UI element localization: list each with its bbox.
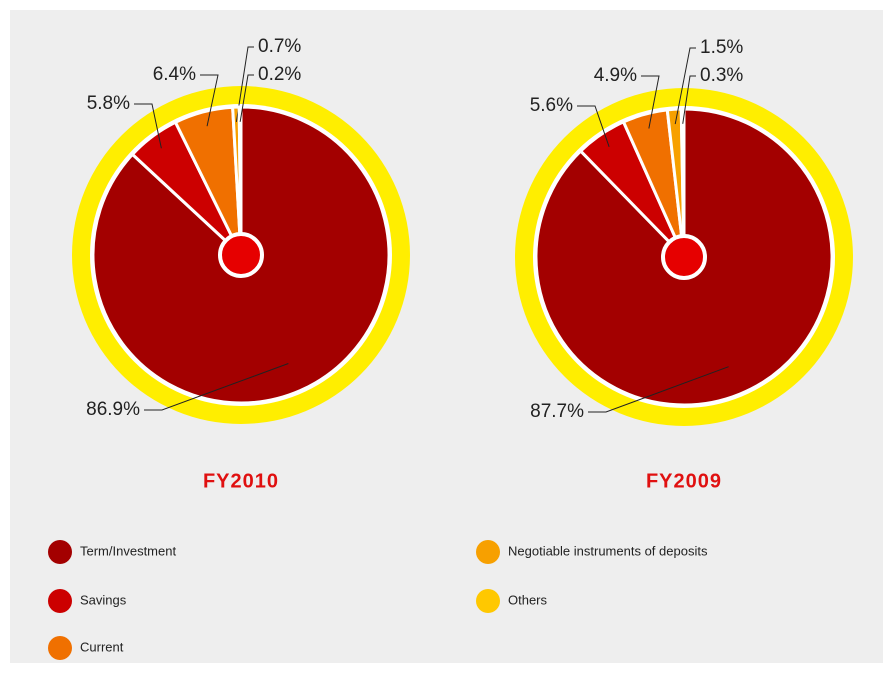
pie-center [661,234,707,280]
leader-line [144,363,289,411]
data-label: 5.6% [530,95,573,116]
leader-line [682,75,696,124]
pie-center [218,232,264,278]
leader-line [641,75,660,129]
data-label: 4.9% [594,65,637,86]
legend-swatch [48,540,72,564]
data-label: 86.9% [86,399,140,420]
leader-line [588,366,729,413]
legend-label: Current [80,639,124,654]
data-label: 0.3% [700,65,743,86]
leader-line [200,74,219,127]
leader-line [674,47,696,125]
legend-label: Negotiable instruments of deposits [508,543,708,558]
leader-line [134,103,162,149]
leader-line [239,74,254,122]
legend-swatch [476,589,500,613]
leader-line [235,46,254,122]
pie-slice [679,107,686,258]
leader-line [577,105,610,147]
legend-label: Term/Investment [80,543,176,558]
pie-slice [237,105,243,256]
data-label: 6.4% [153,64,196,85]
legend-swatch [48,636,72,660]
legend-label: Others [508,592,548,607]
legend-swatch [48,589,72,613]
chart-title: FY2010 [203,470,279,492]
chart-title: FY2009 [646,470,722,492]
data-label: 87.7% [530,401,584,422]
legend-label: Savings [80,592,127,607]
data-label: 5.8% [87,93,130,114]
data-label: 0.7% [258,36,301,57]
legend-swatch [476,540,500,564]
data-label: 0.2% [258,64,301,85]
data-label: 1.5% [700,37,743,58]
